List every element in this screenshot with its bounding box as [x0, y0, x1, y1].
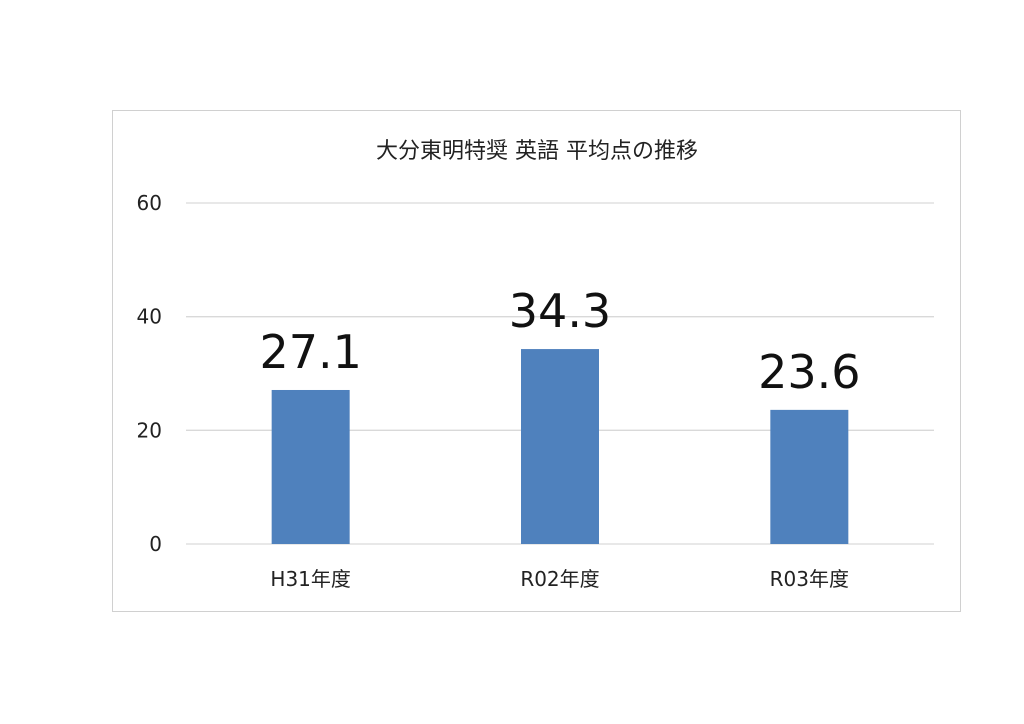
chart-title: 大分東明特奨 英語 平均点の推移	[376, 139, 698, 164]
bar-3	[770, 409, 849, 544]
data-labels: 27.1 34.3 23.6	[259, 284, 860, 399]
data-label-1: 27.1	[259, 325, 361, 379]
y-axis-ticks: 0 20 40 60	[137, 191, 162, 556]
y-tick-label: 0	[149, 532, 162, 556]
x-axis-labels: H31年度 R02年度 R03年度	[270, 567, 849, 591]
bar-chart: 大分東明特奨 英語 平均点の推移 0 20 40 60 27.1 34.3 23.6 H3…	[137, 139, 934, 591]
chart-frame: 大分東明特奨 英語 平均点の推移 0 20 40 60 27.1 34.3 23.6 H3…	[112, 110, 961, 612]
y-tick-label: 40	[137, 305, 162, 329]
y-tick-label: 60	[137, 191, 162, 215]
data-label-3: 23.6	[758, 345, 860, 399]
x-tick-label-3: R03年度	[770, 567, 849, 591]
x-tick-label-1: H31年度	[270, 567, 351, 591]
x-tick-label-2: R02年度	[520, 567, 599, 591]
y-tick-label: 20	[137, 418, 162, 442]
bar-1	[271, 389, 350, 544]
bars	[271, 349, 849, 544]
data-label-2: 34.3	[509, 284, 611, 338]
bar-2	[521, 349, 599, 544]
